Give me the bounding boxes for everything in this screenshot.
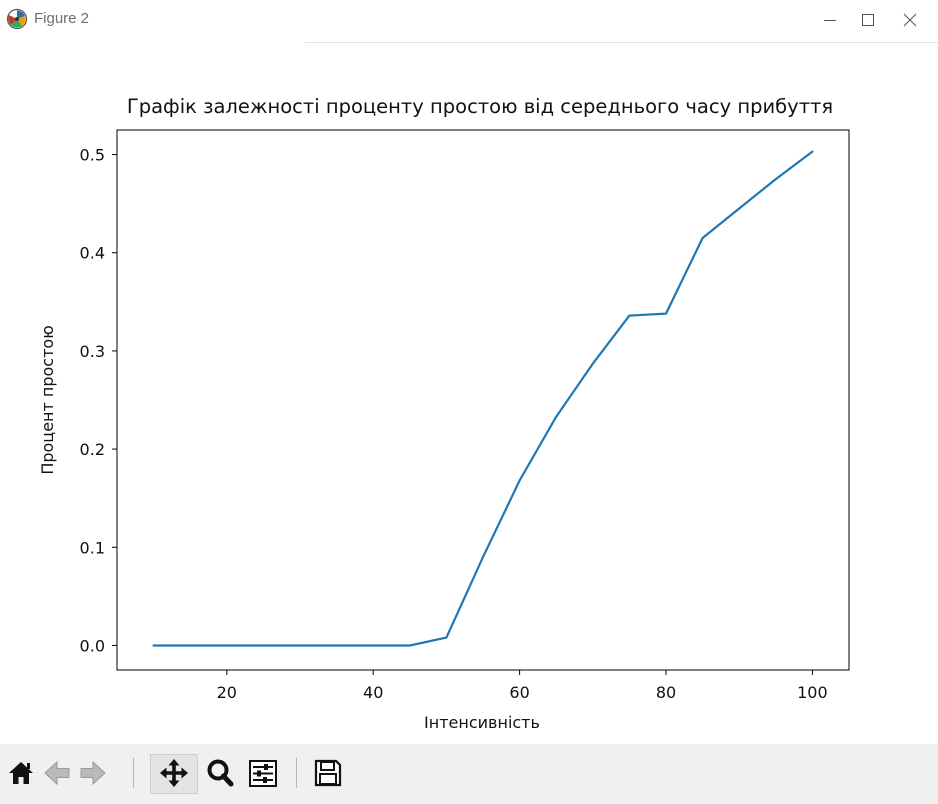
forward-button[interactable] xyxy=(76,756,110,790)
close-icon[interactable] xyxy=(898,8,922,32)
window-title: Figure 2 xyxy=(34,10,90,27)
y-tick-label: 0.0 xyxy=(80,636,105,655)
y-tick-label: 0.1 xyxy=(80,538,105,557)
x-tick-label: 60 xyxy=(509,683,529,702)
series-layer xyxy=(152,150,814,647)
floppy-disk-icon xyxy=(314,759,342,787)
x-tick-label: 80 xyxy=(656,683,676,702)
window-titlebar: Figure 2 xyxy=(0,0,938,42)
y-tick-label: 0.3 xyxy=(80,342,105,361)
sliders-icon xyxy=(249,760,277,787)
minimize-icon[interactable] xyxy=(818,8,842,32)
home-icon xyxy=(9,762,33,784)
y-tick-label: 0.2 xyxy=(80,440,105,459)
titlebar-divider xyxy=(305,42,938,43)
pan-button[interactable] xyxy=(157,756,191,790)
toolbar-separator xyxy=(133,758,134,788)
navigation-toolbar xyxy=(0,744,938,804)
y-tick-label: 0.4 xyxy=(80,244,105,263)
series-line xyxy=(152,150,814,647)
configure-subplots-button[interactable] xyxy=(246,756,280,790)
back-button[interactable] xyxy=(40,756,74,790)
zoom-button[interactable] xyxy=(203,756,237,790)
save-button[interactable] xyxy=(311,756,345,790)
y-tick-label: 0.5 xyxy=(80,146,105,165)
toolbar-separator xyxy=(296,758,297,788)
x-tick-label: 40 xyxy=(363,683,383,702)
y-axis-label: Процент простою xyxy=(38,325,57,474)
x-tick-label: 20 xyxy=(217,683,237,702)
line-chart: Графік залежності проценту простою від с… xyxy=(38,95,850,732)
chart-title: Графік залежності проценту простою від с… xyxy=(127,95,833,118)
app-icon xyxy=(6,8,28,30)
plot-area xyxy=(116,129,850,671)
arrow-left-icon xyxy=(44,760,70,786)
y-axis-ticks: 0.0 0.1 0.2 0.3 0.4 0.5 xyxy=(80,146,117,655)
x-tick-label: 100 xyxy=(797,683,828,702)
move-icon xyxy=(160,759,188,787)
home-button[interactable] xyxy=(4,756,38,790)
arrow-right-icon xyxy=(80,760,106,786)
x-axis-label: Інтенсивність xyxy=(424,713,540,732)
x-axis-ticks: 20 40 60 80 100 xyxy=(217,670,828,702)
magnifier-icon xyxy=(207,759,234,787)
maximize-icon[interactable] xyxy=(856,8,880,32)
